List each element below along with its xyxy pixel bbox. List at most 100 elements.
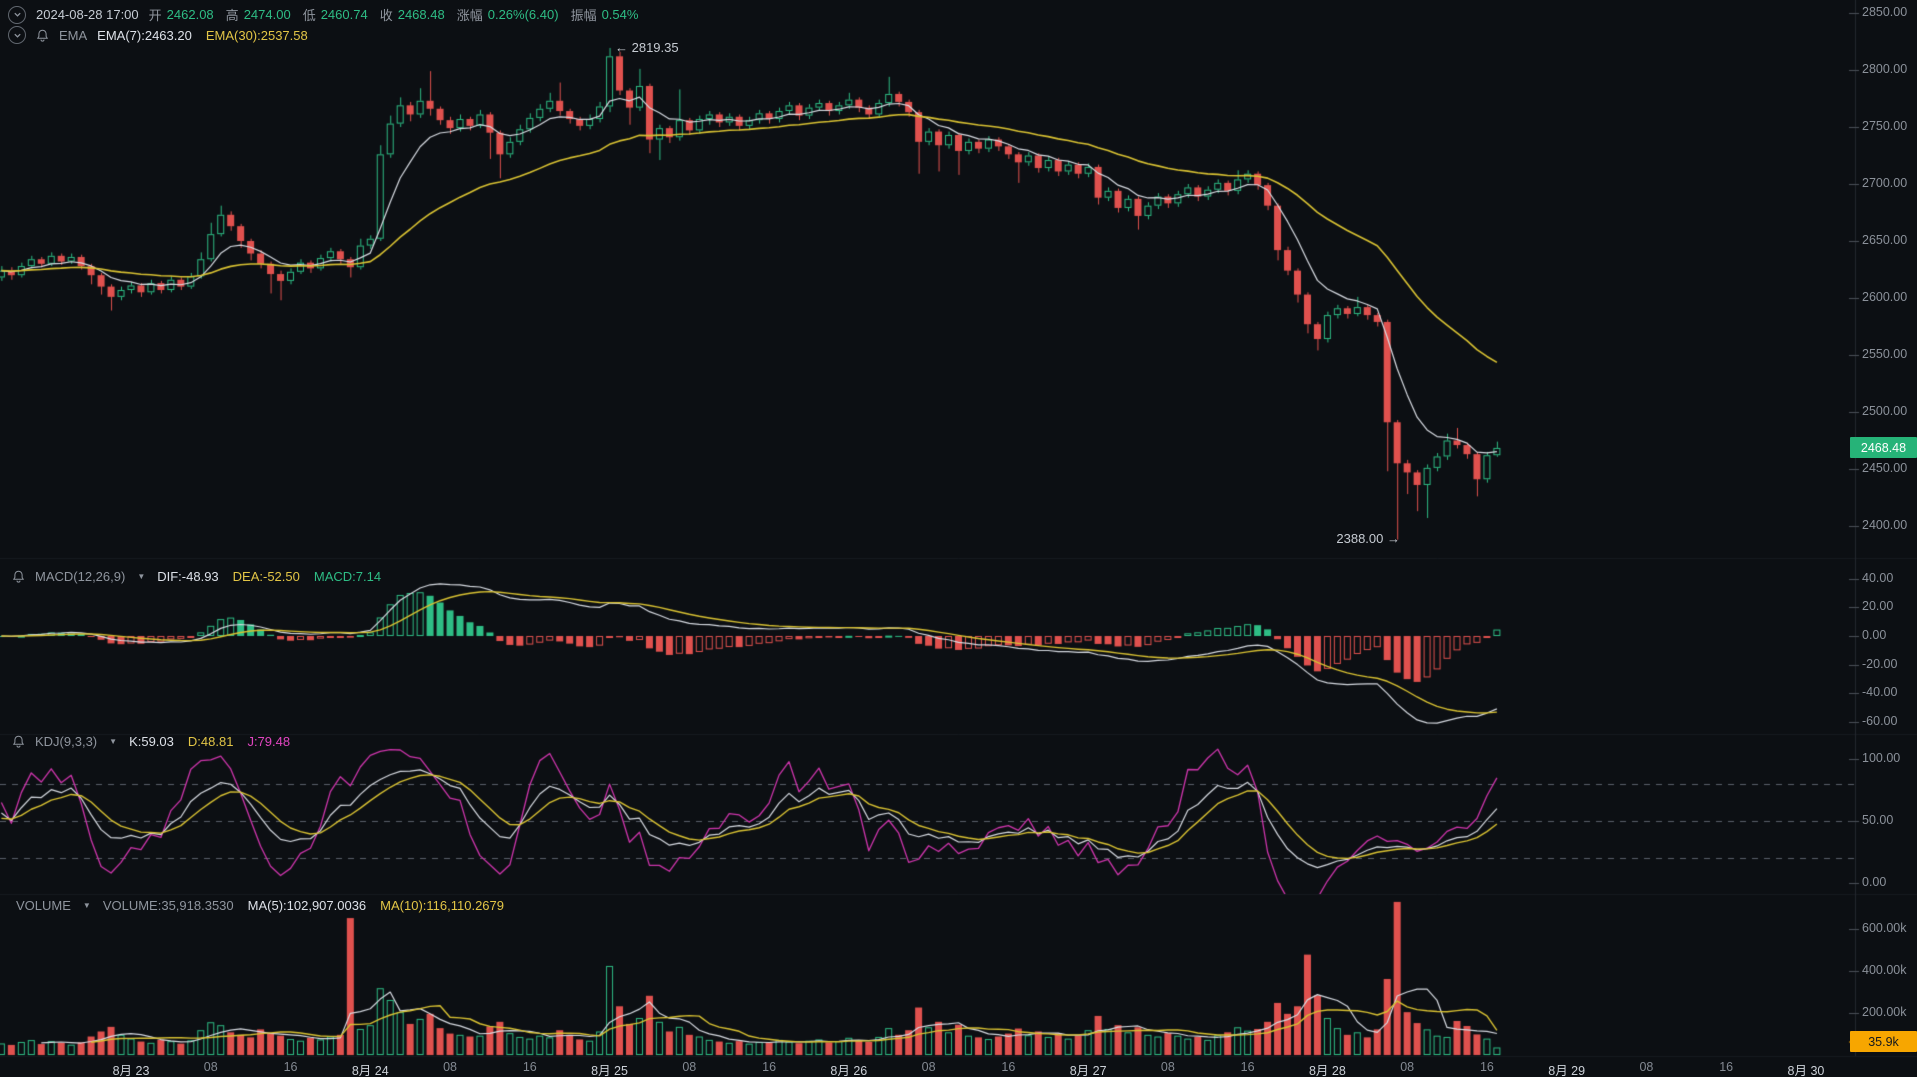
- price-tick-label: 2400.00: [1862, 518, 1908, 532]
- kdj-values: K:59.03 D:48.81 J:79.48: [129, 734, 290, 749]
- price-tick-label: 2500.00: [1862, 404, 1908, 418]
- indicator-value: DEA:-52.50: [232, 569, 300, 584]
- ohlc-field-label: 高: [225, 8, 239, 23]
- alert-bell-icon[interactable]: [12, 735, 25, 748]
- time-axis-hour-label: 08: [682, 1060, 697, 1074]
- price-tick-label: 2800.00: [1862, 62, 1908, 76]
- ohlc-field: 涨幅 0.26%(6.40): [457, 5, 559, 24]
- ohlc-field: 收 2468.48: [380, 5, 445, 24]
- price-tick-label: 2700.00: [1862, 176, 1908, 190]
- time-axis-hour-label: 16: [1240, 1060, 1255, 1074]
- time-axis-day-label: 8月 27: [1069, 1064, 1107, 1077]
- time-axis-day-label: 8月 24: [351, 1064, 389, 1077]
- ohlc-field: 开 2462.08: [149, 5, 214, 24]
- high-price-annotation: ← 2819.35: [615, 40, 679, 55]
- macd-tick-label: -20.00: [1862, 656, 1898, 671]
- macd-dropdown-caret-icon[interactable]: ▼: [137, 572, 146, 581]
- ema-header-row: EMA EMA(7):2463.20 EMA(30):2537.58: [8, 26, 308, 44]
- ohlc-field-label: 涨幅: [456, 8, 483, 23]
- volume-header-row: VOLUME ▼ VOLUME:35,918.3530 MA(5):102,907…: [16, 898, 504, 913]
- macd-tick-label: 20.00: [1862, 599, 1894, 614]
- low-price-annotation: 2388.00 →: [1336, 531, 1400, 546]
- ema-indicator-name: EMA: [59, 27, 88, 43]
- ohlc-header-row: 2024-08-28 17:00 开 2462.08 高 2474.00 低 2460.7…: [8, 5, 638, 24]
- ohlc-field-value: 2468.48: [397, 7, 445, 22]
- time-axis-day-label: 8月 30: [1787, 1064, 1825, 1077]
- ohlc-field-label: 低: [302, 8, 316, 23]
- macd-tick-label: 0.00: [1862, 628, 1887, 642]
- last-volume-badge: 35.9k: [1850, 1031, 1917, 1052]
- volume-tick-label: 600.00k: [1862, 921, 1907, 935]
- indicator-value: VOLUME:35,918.3530: [102, 898, 234, 913]
- time-axis-day-label: 8月 26: [830, 1064, 868, 1077]
- macd-tick-label: -40.00: [1862, 685, 1898, 700]
- price-tick-label: 2450.00: [1862, 461, 1908, 475]
- indicator-value: J:79.48: [247, 734, 291, 749]
- kdj-tick-label: 100.00: [1862, 751, 1901, 765]
- kdj-title: KDJ(9,3,3): [35, 734, 98, 749]
- volume-dropdown-caret-icon[interactable]: ▼: [82, 901, 91, 910]
- kdj-header-row: KDJ(9,3,3) ▼ K:59.03 D:48.81 J:79.48: [12, 734, 290, 749]
- kdj-tick-label: 0.00: [1862, 875, 1887, 889]
- indicator-value: D:48.81: [187, 734, 234, 749]
- ohlc-fields: 开 2462.08 高 2474.00 低 2460.74 收 2468.48 涨幅 0.26%(…: [149, 5, 639, 24]
- macd-title: MACD(12,26,9): [35, 569, 126, 584]
- time-axis-hour-label: 16: [1479, 1060, 1494, 1074]
- ohlc-field-value: 0.54%: [601, 7, 639, 22]
- volume-values: VOLUME:35,918.3530 MA(5):102,907.0036 MA(1…: [103, 898, 504, 913]
- ohlc-field: 低 2460.74: [303, 5, 368, 24]
- indicator-value: MACD:7.14: [313, 569, 382, 584]
- indicator-value: MA(5):102,907.0036: [247, 898, 367, 913]
- macd-header-row: MACD(12,26,9) ▼ DIF:-48.93 DEA:-52.50 MACD…: [12, 569, 381, 584]
- indicator-value: K:59.03: [129, 734, 174, 749]
- time-axis-hour-label: 08: [1160, 1060, 1175, 1074]
- alert-bell-icon[interactable]: [12, 570, 25, 583]
- time-axis-hour-label: 16: [1719, 1060, 1734, 1074]
- ohlc-field-value: 0.26%(6.40): [487, 7, 559, 22]
- time-axis-day-label: 8月 23: [112, 1064, 150, 1077]
- collapse-chevron-icon[interactable]: [8, 5, 26, 24]
- price-tick-label: 2850.00: [1862, 5, 1908, 19]
- indicator-value: EMA(7):2463.20: [97, 27, 192, 43]
- indicator-value: DIF:-48.93: [157, 569, 219, 584]
- price-tick-label: 2650.00: [1862, 233, 1908, 247]
- volume-title: VOLUME: [16, 898, 71, 913]
- ohlc-field-label: 收: [379, 8, 393, 23]
- ohlc-field-value: 2460.74: [320, 7, 368, 22]
- ohlc-field-value: 2462.08: [166, 7, 214, 22]
- time-axis-hour-label: 08: [1400, 1060, 1415, 1074]
- ema-values: EMA(7):2463.20 EMA(30):2537.58: [97, 28, 308, 43]
- time-axis-hour-label: 16: [1001, 1060, 1016, 1074]
- time-axis-hour-label: 16: [762, 1060, 777, 1074]
- collapse-chevron-icon[interactable]: [8, 26, 26, 44]
- macd-values: DIF:-48.93 DEA:-52.50 MACD:7.14: [157, 569, 381, 584]
- ohlc-field-label: 开: [148, 8, 162, 23]
- indicator-value: MA(10):116,110.2679: [380, 898, 504, 913]
- macd-tick-label: -60.00: [1862, 713, 1898, 728]
- time-axis-hour-label: 08: [203, 1060, 218, 1074]
- time-axis-hour-label: 08: [1639, 1060, 1654, 1074]
- price-tick-label: 2750.00: [1862, 119, 1908, 133]
- time-axis-hour-label: 16: [522, 1060, 537, 1074]
- kdj-tick-label: 50.00: [1862, 813, 1894, 827]
- volume-tick-label: 200.00k: [1862, 1005, 1907, 1019]
- price-tick-label: 2550.00: [1862, 347, 1908, 361]
- price-tick-label: 2600.00: [1862, 290, 1908, 304]
- time-axis-day-label: 8月 28: [1308, 1064, 1346, 1077]
- ohlc-field: 振幅 0.54%: [571, 5, 639, 24]
- ohlc-field-value: 2474.00: [243, 7, 291, 22]
- ohlc-field: 高 2474.00: [226, 5, 291, 24]
- alert-bell-icon[interactable]: [36, 29, 49, 42]
- volume-tick-label: 400.00k: [1862, 963, 1907, 977]
- time-axis-hour-label: 08: [921, 1060, 936, 1074]
- time-axis-day-label: 8月 29: [1548, 1064, 1586, 1077]
- time-axis-hour-label: 16: [283, 1060, 298, 1074]
- kdj-dropdown-caret-icon[interactable]: ▼: [109, 737, 118, 746]
- candle-datetime: 2024-08-28 17:00: [36, 7, 139, 22]
- time-axis-hour-label: 08: [443, 1060, 457, 1074]
- last-price-badge: 2468.48: [1850, 437, 1917, 458]
- time-axis-day-label: 8月 25: [591, 1064, 628, 1077]
- indicator-value: EMA(30):2537.58: [205, 27, 308, 43]
